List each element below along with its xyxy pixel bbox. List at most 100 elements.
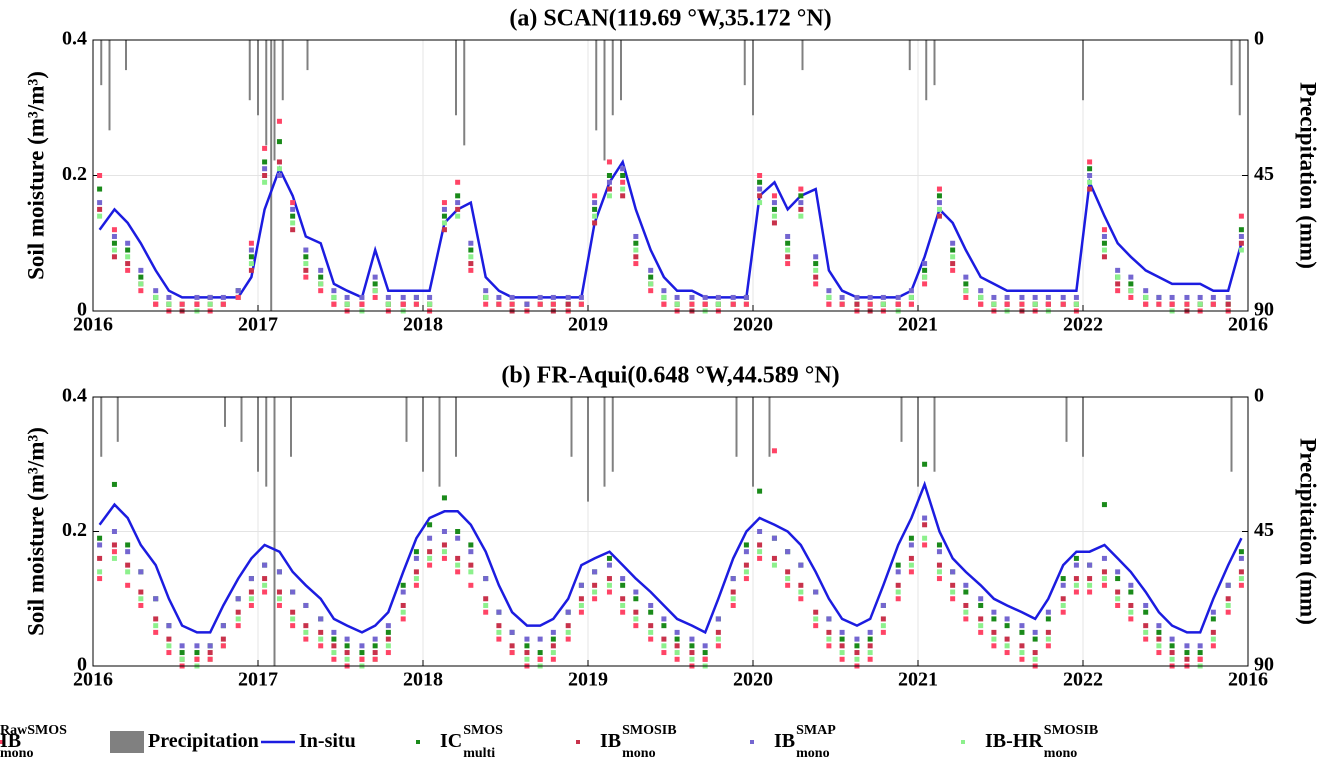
scatter-point	[1115, 596, 1121, 602]
scatter-point	[1087, 186, 1093, 192]
scatter-point	[441, 206, 447, 212]
y-tick-label: 0.2	[62, 519, 87, 541]
y2-tick-label: 90	[1254, 299, 1274, 321]
scatter-point	[1032, 636, 1038, 642]
scatter-point	[592, 582, 598, 588]
scatter-point	[125, 562, 131, 568]
x-tick-label: 2017	[238, 314, 278, 336]
scatter-point	[1184, 656, 1190, 662]
scatter-point	[235, 294, 241, 300]
y-axis-label: Soil moisture (m³/m³)	[23, 71, 48, 280]
scatter-point	[496, 609, 502, 615]
scatter-point	[385, 636, 391, 642]
scatter-point	[303, 267, 309, 273]
x-tick-label: 2018	[403, 669, 443, 691]
scatter-point	[483, 602, 489, 608]
scatter-point	[785, 261, 791, 267]
scatter-point	[97, 542, 103, 548]
scatter-point	[248, 596, 254, 602]
legend-entry: Precipitation	[110, 730, 259, 753]
scatter-point	[441, 495, 447, 501]
scatter-point	[839, 629, 845, 635]
scatter-point	[565, 629, 571, 635]
scatter-point	[648, 267, 654, 273]
scatter-point	[138, 281, 144, 287]
scatter-point	[1128, 609, 1134, 615]
scatter-point	[1101, 247, 1107, 253]
scatter-point	[757, 193, 763, 199]
scatter-point	[963, 589, 969, 595]
scatter-point	[550, 650, 556, 656]
scatter-point	[248, 589, 254, 595]
scatter-point	[813, 589, 819, 595]
scatter-point	[826, 288, 832, 294]
y2-tick-label: 45	[1254, 519, 1274, 541]
legend-swatch	[416, 740, 420, 744]
scatter-point	[400, 602, 406, 608]
scatter-point	[978, 623, 984, 629]
scatter-point	[743, 576, 749, 582]
scatter-point	[661, 294, 667, 300]
scatter-point	[620, 582, 626, 588]
scatter-point	[372, 288, 378, 294]
scatter-point	[661, 636, 667, 642]
scatter-point	[372, 274, 378, 280]
scatter-point	[730, 596, 736, 602]
scatter-point	[880, 301, 886, 307]
legend-label: IB	[774, 730, 795, 752]
scatter-point	[248, 602, 254, 608]
scatter-point	[290, 200, 296, 206]
scatter-point	[936, 213, 942, 219]
legend-sup: SMAP	[796, 723, 836, 738]
scatter-point	[730, 294, 736, 300]
scatter-point	[483, 301, 489, 307]
scatter-point	[1115, 274, 1121, 280]
scatter-point	[455, 193, 461, 199]
scatter-point	[455, 555, 461, 561]
scatter-point	[908, 555, 914, 561]
scatter-point	[1143, 609, 1149, 615]
scatter-point	[97, 535, 103, 541]
x-tick-label: 2016	[1228, 669, 1268, 691]
scatter-point	[1087, 562, 1093, 568]
scatter-point	[606, 589, 612, 595]
scatter-point	[1156, 636, 1162, 642]
scatter-point	[1115, 281, 1121, 287]
scatter-point	[922, 274, 928, 280]
scatter-point	[97, 569, 103, 575]
scatter-point	[606, 193, 612, 199]
scatter-point	[166, 301, 172, 307]
scatter-point	[331, 288, 337, 294]
scatter-point	[592, 589, 598, 595]
legend-swatch	[961, 740, 965, 744]
x-tick-label: 2017	[238, 669, 278, 691]
scatter-point	[1073, 555, 1079, 561]
scatter-point	[757, 179, 763, 185]
scatter-point	[1156, 623, 1162, 629]
scatter-point	[922, 522, 928, 528]
scatter-point	[1210, 301, 1216, 307]
scatter-point	[854, 294, 860, 300]
scatter-point	[674, 629, 680, 635]
scatter-point	[1004, 636, 1010, 642]
scatter-point	[194, 301, 200, 307]
scatter-point	[455, 569, 461, 575]
scatter-point	[1143, 623, 1149, 629]
y-tick-label: 0	[77, 654, 87, 676]
scatter-point	[1197, 656, 1203, 662]
scatter-point	[290, 220, 296, 226]
scatter-point	[1143, 294, 1149, 300]
scatter-point	[991, 301, 997, 307]
scatter-point	[1128, 294, 1134, 300]
legend-sup: RawSMOS	[0, 723, 67, 738]
scatter-point	[1087, 576, 1093, 582]
scatter-point	[524, 650, 530, 656]
scatter-point	[262, 159, 268, 165]
scatter-point	[620, 193, 626, 199]
scatter-point	[194, 656, 200, 662]
scatter-point	[331, 643, 337, 649]
scatter-point	[194, 643, 200, 649]
scatter-point	[550, 294, 556, 300]
